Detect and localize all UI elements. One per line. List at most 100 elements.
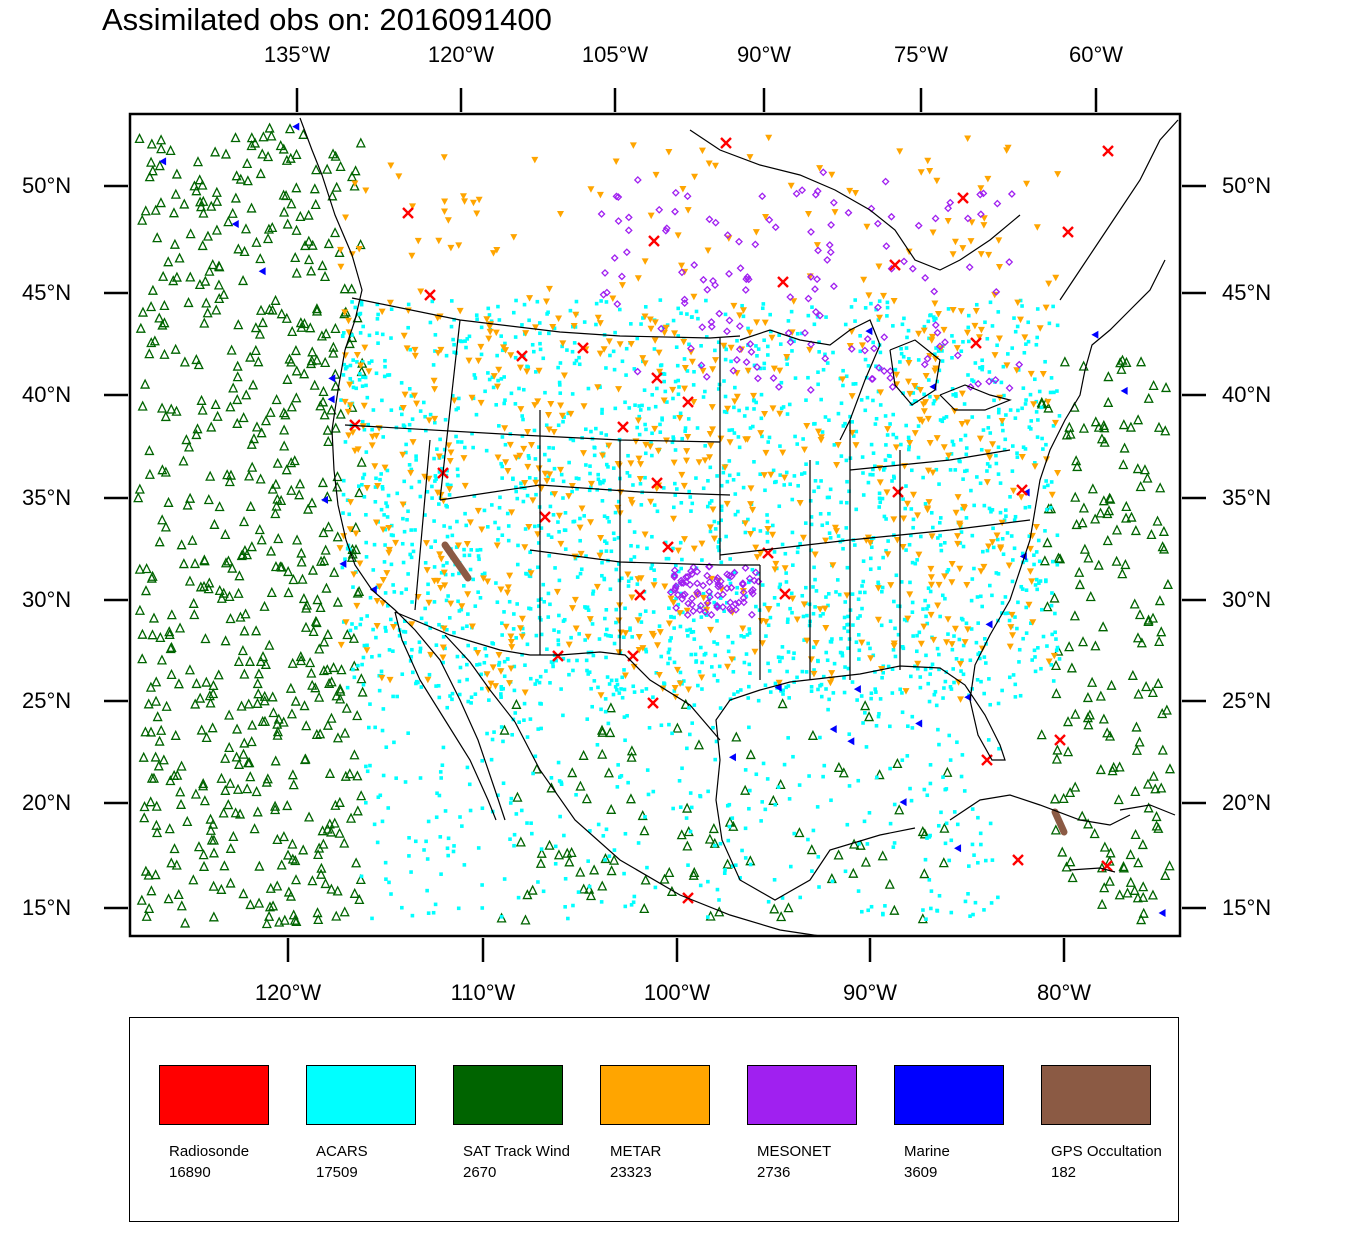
sat-track-wind-point [200,275,211,286]
metar-point [568,605,576,612]
mesonet-point [806,272,815,281]
acars-point [527,606,531,611]
metar-point [508,509,516,516]
acars-point [723,357,728,362]
metar-point [337,641,345,649]
sat-track-wind-point [1138,891,1149,902]
acars-point [954,657,959,661]
acars-point [884,443,888,447]
acars-point [1015,451,1019,455]
acars-point [443,646,447,651]
metar-point [902,688,910,695]
sat-track-wind-point [265,882,276,893]
acars-point [856,616,860,620]
sat-track-wind-point [144,171,155,182]
sat-track-wind-point [245,771,256,782]
acars-point [522,718,526,722]
acars-point [526,454,531,458]
mesonet-point [792,189,801,198]
metar-point [852,442,860,449]
metar-point [752,544,760,552]
metar-point [408,252,416,260]
acars-point [1045,644,1049,648]
acars-point [926,681,931,686]
acars-point [603,616,607,621]
acars-point [496,526,501,531]
acars-point [779,380,784,385]
metar-point [636,476,644,483]
acars-point [1043,359,1047,364]
metar-point [523,368,531,375]
metar-point [516,452,524,460]
mesonet-point [731,599,740,608]
acars-point [952,680,956,685]
metar-point [757,430,765,437]
acars-point [1020,304,1024,308]
acars-point [523,527,528,531]
sat-track-wind-point [225,842,236,853]
sat-track-wind-point [239,737,250,748]
acars-point [800,472,804,476]
metar-point [526,295,534,302]
acars-point [892,841,897,845]
mesonet-point [614,217,623,225]
acars-point [717,898,721,902]
sat-track-wind-point [185,492,196,503]
acars-point [891,412,896,417]
sat-track-wind-point [234,758,245,769]
sat-track-wind-point [311,303,322,314]
metar-point [399,501,407,508]
sat-track-wind-point [218,587,229,598]
sat-track-wind-point [254,328,266,339]
acars-point [341,478,346,483]
metar-point [905,360,913,367]
metar-point [928,333,936,341]
sat-track-wind-point [314,691,325,702]
radiosonde-point [1012,854,1024,866]
acars-point [927,878,932,882]
acars-point [647,406,651,411]
sat-track-wind-point [1133,688,1144,699]
metar-point [749,506,757,514]
acars-point [928,781,933,786]
mesonet-point [680,590,689,599]
acars-point [572,361,577,366]
geo-line [299,117,506,821]
acars-point [645,865,649,870]
acars-point [880,496,885,501]
metar-point [684,207,692,214]
sat-track-wind-point [247,719,258,730]
sat-track-wind-point [235,173,246,184]
sat-track-wind-point [1158,525,1169,536]
sat-track-wind-point [260,415,272,426]
acars-point [473,692,478,696]
acars-point [649,441,653,445]
sat-track-wind-point [228,382,239,393]
metar-point [507,633,515,641]
mesonet-point [603,288,611,297]
sat-track-wind-point [319,409,330,420]
acars-point [680,557,684,562]
mesonet-point [868,375,877,383]
geo-line [394,611,497,821]
acars-point [1008,495,1012,499]
sat-track-wind-point [1150,783,1161,794]
acars-point [599,299,603,303]
metar-point [516,364,524,372]
metar-point [804,211,812,218]
acars-point [365,395,370,400]
metar-point [765,134,773,142]
acars-point [604,433,609,437]
mesonet-point [633,367,642,376]
metar-point [935,581,943,589]
acars-point [954,392,958,396]
acars-point [928,394,932,399]
acars-point [612,537,617,542]
acars-point [1003,595,1008,599]
acars-point [582,514,586,518]
metar-point [776,367,784,375]
metar-point [502,459,510,466]
left-axis-label: 25°N [22,688,72,713]
acars-point [882,514,887,519]
metar-point [542,298,550,306]
